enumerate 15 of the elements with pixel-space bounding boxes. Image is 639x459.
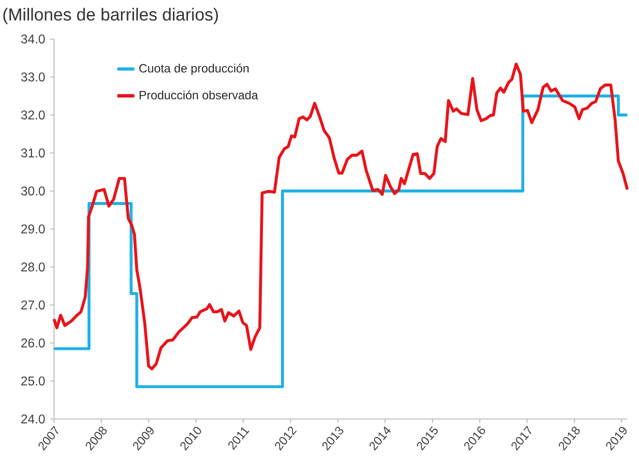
y-tick-label: 26.0	[21, 338, 45, 348]
chart-title: (Millones de barriles diarios)	[3, 8, 218, 24]
legend-label: Producción observada	[140, 90, 258, 100]
y-tick-label: 27.0	[21, 300, 45, 310]
y-tick-label: 34.0	[21, 34, 45, 44]
y-tick-label: 31.0	[21, 148, 45, 158]
y-tick-label: 33.0	[21, 72, 45, 82]
line-series	[52, 62, 629, 370]
y-tick-label: 29.0	[21, 224, 45, 234]
y-tick-label: 25.0	[21, 376, 45, 386]
legend-label: Cuota de producción	[139, 64, 249, 75]
y-tick-label: 30.0	[21, 186, 45, 196]
y-tick-label: 32.0	[21, 110, 45, 120]
y-tick-label: 28.0	[21, 262, 45, 272]
y-tick-label: 24.0	[21, 414, 45, 424]
